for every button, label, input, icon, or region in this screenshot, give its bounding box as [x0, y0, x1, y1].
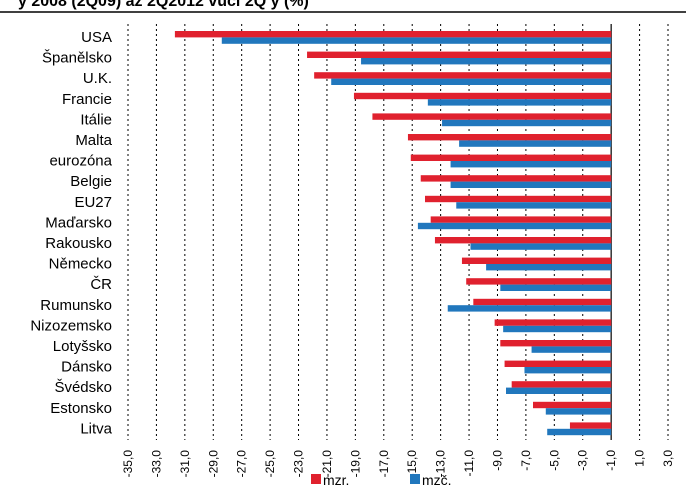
bar-mzc [456, 202, 612, 209]
bar-mzr [466, 278, 612, 285]
bar-mzc [459, 140, 612, 147]
tick-label: -25,0 [263, 450, 277, 478]
category-label: Švédsko [54, 379, 112, 396]
bar-mzr [307, 51, 612, 58]
tick-label: -15,0 [405, 450, 419, 478]
tick-label: -31,0 [178, 450, 192, 478]
tick-label: -29,0 [206, 450, 220, 478]
legend-label: mzč. [422, 472, 452, 487]
bar-mzr [461, 257, 612, 264]
category-label: ČR [90, 276, 112, 293]
bar-mzr [174, 31, 612, 38]
bar-mzr [504, 360, 612, 367]
tick-label: 3,0 [661, 450, 675, 467]
bar-mzc [221, 37, 612, 44]
bar-mzr [533, 401, 612, 409]
bar-mzc [486, 264, 612, 271]
chart-title: y 2008 (2Q09) až 2Q2012 vůči 2Q y (%) [18, 0, 309, 10]
legend: mzr. mzč. [311, 472, 452, 487]
tick-label: -13,0 [434, 450, 448, 478]
bar-mzr [500, 340, 612, 347]
tick-label: -17,0 [377, 450, 391, 478]
bar-mzr [407, 134, 612, 141]
bar-mzc [470, 243, 612, 250]
category-labels: USA Španělsko U.K. Francie Itálie Malta eurozó… [30, 29, 112, 437]
bar-mzr [494, 319, 612, 326]
category-label: Dánsko [61, 359, 112, 376]
bar-mzc [545, 408, 612, 415]
tick-label: -1,0 [604, 450, 618, 471]
bar-mzc [450, 161, 612, 168]
tick-label: -11,0 [462, 450, 476, 477]
category-label: USA [81, 29, 112, 46]
bar-mzr [473, 298, 612, 306]
bar-mzc [506, 387, 612, 394]
bar-mzr [511, 381, 612, 388]
bars [174, 31, 612, 436]
tick-label: -27,0 [235, 450, 249, 478]
category-label: Německo [49, 256, 112, 273]
bar-mzc [524, 367, 612, 374]
bar-mzc [417, 222, 612, 230]
tick-label: 1,0 [633, 450, 647, 467]
legend-label: mzr. [323, 472, 349, 487]
tick-label: -35,0 [121, 450, 135, 478]
bar-mzc [427, 99, 612, 106]
bar-mzr [420, 175, 612, 182]
tick-label: -19,0 [348, 450, 362, 478]
bar-mzc [447, 305, 612, 312]
category-label: Lotyšsko [53, 338, 112, 355]
x-axis-ticks: -35,0 -33,0 -31,0 -29,0 -27,0 -25,0 -23,0 -21,0… [121, 450, 675, 478]
bar-mzc [331, 78, 612, 85]
category-label: Nizozemsko [30, 317, 112, 334]
category-label: Malta [75, 132, 112, 149]
tick-label: -21,0 [320, 450, 334, 478]
bar-mzc [547, 428, 612, 436]
bar-mzr [314, 72, 612, 79]
category-label: eurozóna [49, 153, 112, 170]
bar-mzr [434, 237, 612, 244]
bar-mzr [372, 113, 612, 120]
tick-label: -33,0 [149, 450, 163, 478]
legend-swatch [410, 474, 420, 484]
category-label: Španělsko [42, 50, 112, 67]
bar-mzc [503, 325, 612, 333]
category-label: Itálie [80, 111, 112, 128]
legend-swatch [311, 474, 321, 484]
bar-mzc [450, 181, 612, 188]
category-label: Rakousko [45, 235, 112, 252]
category-label: EU27 [74, 194, 112, 211]
bar-mzc [442, 119, 612, 127]
bar-mzr [425, 195, 612, 203]
category-label: U.K. [83, 70, 112, 87]
category-label: Litva [80, 420, 112, 437]
category-label: Maďarsko [45, 214, 112, 231]
bar-mzr [353, 92, 612, 100]
tick-label: -5,0 [547, 450, 561, 471]
category-label: Rumunsko [40, 297, 112, 314]
bar-mzr [410, 154, 612, 161]
bar-mzr [430, 216, 612, 223]
tick-label: -7,0 [519, 450, 533, 471]
tick-label: -9,0 [490, 450, 504, 471]
category-label: Francie [62, 91, 112, 108]
bar-mzr [569, 422, 612, 429]
bar-mzc [500, 284, 612, 291]
tick-label: -23,0 [292, 450, 306, 478]
tick-label: -3,0 [576, 450, 590, 471]
bar-mzc [531, 346, 612, 353]
category-label: Belgie [70, 173, 112, 190]
category-label: Estonsko [50, 400, 112, 417]
bar-mzc [361, 58, 612, 65]
